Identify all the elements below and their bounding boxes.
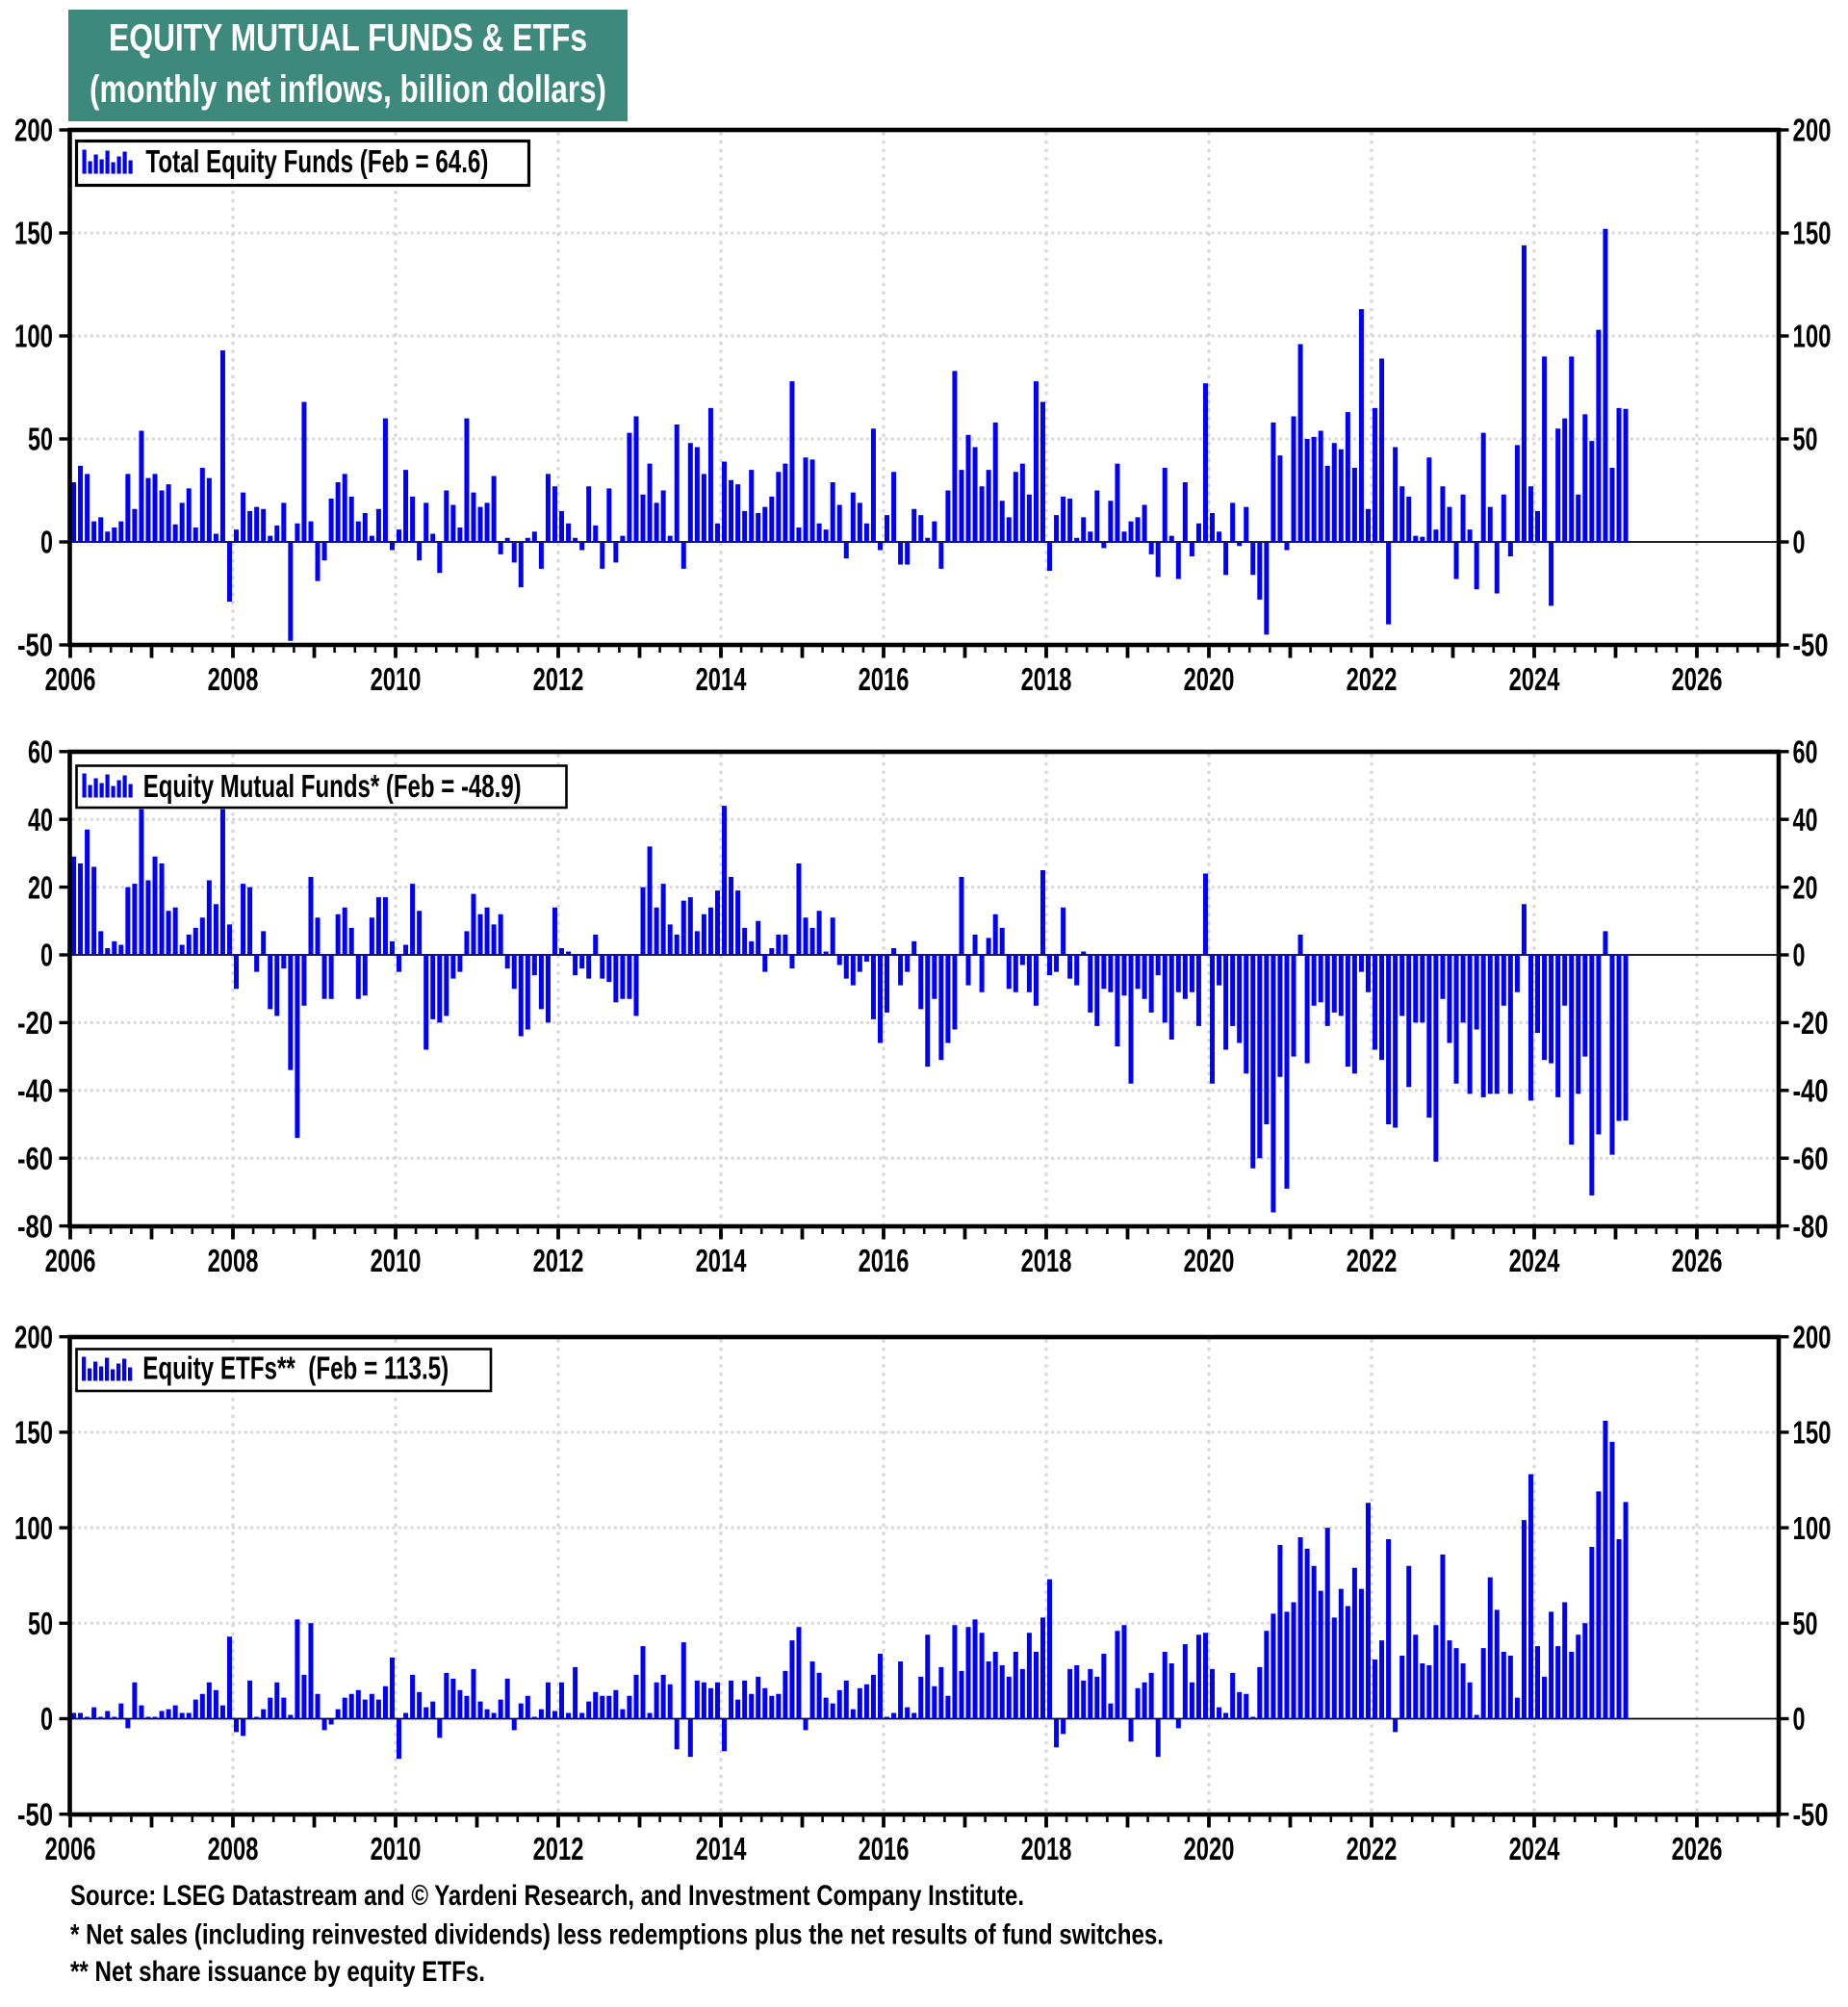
svg-text:2006: 2006 [45,1831,96,1866]
svg-text:50: 50 [28,422,53,457]
svg-text:2020: 2020 [1184,1243,1235,1278]
svg-text:-20: -20 [1793,1005,1829,1041]
svg-text:100: 100 [1793,319,1832,354]
svg-text:2010: 2010 [371,1243,422,1278]
svg-text:50: 50 [1793,422,1818,457]
svg-text:-60: -60 [1793,1141,1829,1176]
svg-text:2010: 2010 [371,1831,422,1866]
svg-text:2022: 2022 [1347,1831,1398,1866]
svg-text:-50: -50 [17,628,53,663]
svg-text:-40: -40 [17,1073,53,1109]
svg-text:0: 0 [1793,1701,1806,1737]
svg-text:0: 0 [40,525,53,560]
svg-text:2018: 2018 [1021,1831,1072,1866]
svg-text:EQUITY MUTUAL FUNDS & ETFs: EQUITY MUTUAL FUNDS & ETFs [109,17,587,60]
svg-text:-40: -40 [1793,1073,1829,1109]
svg-text:0: 0 [1793,938,1806,973]
svg-text:Equity ETFs** (Feb = 113.5): Equity ETFs** (Feb = 113.5) [142,1350,449,1385]
svg-text:2016: 2016 [859,1831,910,1866]
svg-text:200: 200 [14,1319,53,1354]
svg-text:2022: 2022 [1347,661,1398,697]
svg-text:150: 150 [14,216,53,251]
svg-text:2006: 2006 [45,661,96,697]
svg-text:2020: 2020 [1184,1831,1235,1866]
svg-text:-20: -20 [17,1005,53,1041]
svg-text:2018: 2018 [1021,1243,1072,1278]
svg-text:-80: -80 [17,1208,53,1244]
svg-text:2018: 2018 [1021,661,1072,697]
svg-text:0: 0 [40,1701,53,1737]
svg-text:2008: 2008 [208,1831,259,1866]
svg-text:Source: LSEG Datastream and ©: Source: LSEG Datastream and © Yardeni Re… [70,1880,1024,1912]
svg-text:2020: 2020 [1184,661,1235,697]
svg-text:(monthly net inflows, billion: (monthly net inflows, billion dollars) [90,68,606,111]
svg-text:100: 100 [14,1510,53,1546]
svg-text:2024: 2024 [1509,661,1560,697]
svg-text:200: 200 [1793,113,1832,148]
svg-text:2024: 2024 [1509,1831,1560,1866]
svg-text:2016: 2016 [859,1243,910,1278]
svg-text:2026: 2026 [1672,1243,1723,1278]
svg-text:150: 150 [1793,1415,1832,1451]
svg-text:200: 200 [1793,1319,1832,1354]
svg-text:2008: 2008 [208,1243,259,1278]
svg-text:Total Equity Funds (Feb = 64.6: Total Equity Funds (Feb = 64.6) [145,143,488,179]
svg-text:2012: 2012 [533,661,584,697]
svg-text:20: 20 [1793,869,1818,905]
svg-text:** Net share issuance by equit: ** Net share issuance by equity ETFs. [70,1956,485,1988]
svg-text:2026: 2026 [1672,1831,1723,1866]
svg-text:-80: -80 [1793,1208,1829,1244]
svg-text:2026: 2026 [1672,661,1723,697]
svg-text:2010: 2010 [371,661,422,697]
svg-text:-50: -50 [17,1796,53,1832]
svg-text:100: 100 [14,319,53,354]
svg-text:-60: -60 [17,1141,53,1176]
svg-text:0: 0 [40,938,53,973]
svg-text:2012: 2012 [533,1243,584,1278]
svg-text:-50: -50 [1793,628,1829,663]
svg-text:2022: 2022 [1347,1243,1398,1278]
svg-text:60: 60 [28,734,53,770]
svg-text:2024: 2024 [1509,1243,1560,1278]
svg-text:40: 40 [1793,802,1818,837]
svg-text:2014: 2014 [696,1831,747,1866]
svg-text:50: 50 [28,1606,53,1641]
svg-text:* Net sales (including reinves: * Net sales (including reinvested divide… [70,1919,1164,1951]
svg-text:200: 200 [14,113,53,148]
svg-text:2012: 2012 [533,1831,584,1866]
svg-text:150: 150 [14,1415,53,1451]
svg-text:2008: 2008 [208,661,259,697]
svg-text:Equity Mutual Funds* (Feb = -4: Equity Mutual Funds* (Feb = -48.9) [143,768,522,804]
svg-text:0: 0 [1793,525,1806,560]
svg-text:100: 100 [1793,1510,1832,1546]
svg-text:150: 150 [1793,216,1832,251]
svg-text:2014: 2014 [696,1243,747,1278]
svg-text:20: 20 [28,869,53,905]
svg-text:2014: 2014 [696,661,747,697]
svg-text:50: 50 [1793,1606,1818,1641]
svg-text:2006: 2006 [45,1243,96,1278]
svg-text:60: 60 [1793,734,1818,770]
svg-text:2016: 2016 [859,661,910,697]
svg-text:40: 40 [28,802,53,837]
svg-text:-50: -50 [1793,1796,1829,1832]
